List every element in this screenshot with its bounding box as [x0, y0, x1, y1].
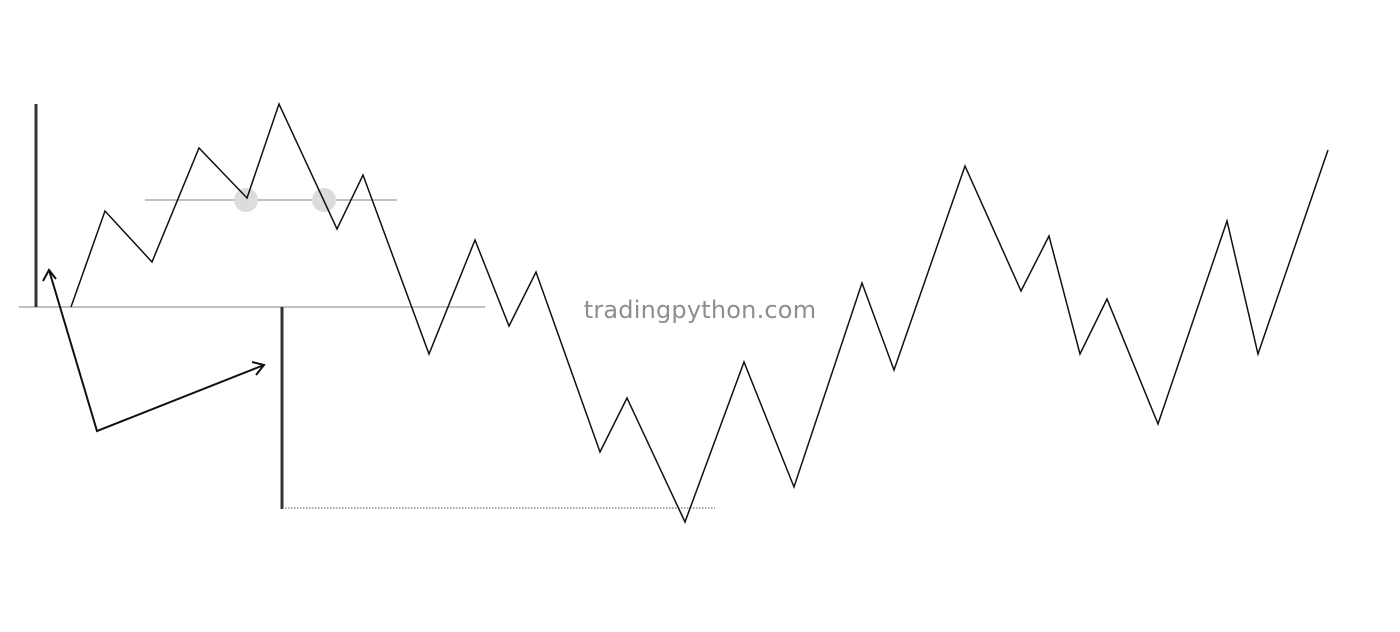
transfer-arrow-head-up: [42, 268, 57, 282]
neckline-touch-marker-left: [234, 188, 258, 212]
transfer-arrow-head-right: [251, 361, 266, 376]
transfer-arrow: [48, 269, 265, 433]
price-zigzag: [70, 101, 1329, 524]
